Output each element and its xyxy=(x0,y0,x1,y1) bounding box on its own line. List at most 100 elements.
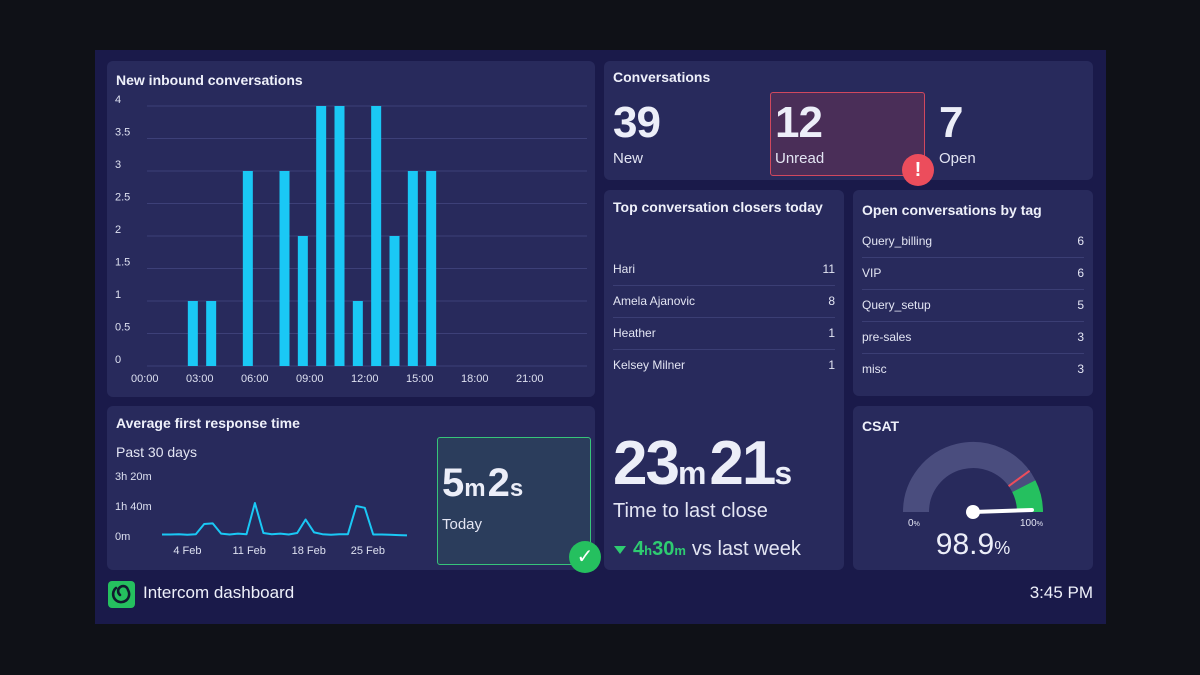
intercom-logo xyxy=(108,581,135,608)
response-title: Average first response time xyxy=(116,415,300,431)
y-tick-label: 4 xyxy=(115,94,121,106)
closer-row: Kelsey Milner 1 xyxy=(613,350,835,382)
tag-row: misc 3 xyxy=(862,354,1084,386)
csat-max-unit: % xyxy=(1036,521,1043,528)
tag-count: 6 xyxy=(1077,266,1084,280)
bar xyxy=(389,236,400,366)
trend-suffix: vs last week xyxy=(691,538,801,560)
conversations-panel: Conversations 39 New 12 Unread 7 Open ! xyxy=(604,61,1093,186)
x-tick-label: 03:00 xyxy=(186,373,214,385)
x-tick-label: 25 Feb xyxy=(351,545,385,557)
tag-name: pre-sales xyxy=(862,330,912,344)
response-seconds: 2 xyxy=(487,461,510,505)
response-subtitle: Past 30 days xyxy=(116,444,197,460)
tag-count: 5 xyxy=(1077,298,1084,312)
tag-row: Query_billing 6 xyxy=(862,226,1084,258)
y-tick-label: 1h 40m xyxy=(115,501,152,513)
today-response-value: 5m2s xyxy=(442,461,523,506)
trend-m-unit: m xyxy=(674,543,686,558)
response-m-unit: m xyxy=(464,475,486,502)
logo-swirl-icon xyxy=(111,584,131,604)
open-label: Open xyxy=(939,150,976,167)
bar xyxy=(334,106,345,366)
csat-max-value: 100 xyxy=(1020,518,1037,529)
bar xyxy=(352,301,363,366)
gauge-hub xyxy=(966,505,980,519)
csat-max-label: 100% xyxy=(1020,518,1043,529)
x-tick-label: 18 Feb xyxy=(292,545,326,557)
bar xyxy=(297,236,308,366)
csat-min-label: 0% xyxy=(908,518,920,529)
unread-count: 12 xyxy=(775,98,823,147)
bar xyxy=(242,171,253,366)
closer-count: 11 xyxy=(822,262,835,276)
check-icon: ✓ xyxy=(569,541,601,573)
bar xyxy=(316,106,327,366)
new-label: New xyxy=(613,150,644,167)
csat-min-value: 0 xyxy=(908,518,914,529)
bar xyxy=(187,301,198,366)
y-tick-label: 3.5 xyxy=(115,127,130,139)
tag-name: VIP xyxy=(862,266,882,280)
csat-panel: CSAT 0% 100% 98.9% xyxy=(853,406,1093,570)
y-tick-label: 2 xyxy=(115,224,121,236)
closer-count: 8 xyxy=(828,294,835,308)
new-count: 39 xyxy=(613,98,661,147)
y-tick-label: 1 xyxy=(115,289,121,301)
x-tick-label: 18:00 xyxy=(461,373,489,385)
last-close-seconds: 21 xyxy=(709,429,776,498)
tags-panel: Open conversations by tag Query_billing … xyxy=(853,190,1093,396)
x-tick-label: 11 Feb xyxy=(232,545,265,557)
inbound-panel: New inbound conversations 4 3.5 3 2.5 2 1.5 1 0… xyxy=(107,61,595,397)
closers-panel: Top conversation closers today Hari 11 A… xyxy=(604,190,844,570)
y-tick-label: 0.5 xyxy=(115,322,130,334)
y-tick-label: 0m xyxy=(115,531,130,543)
closer-name: Amela Ajanovic xyxy=(613,294,696,308)
csat-unit: % xyxy=(994,538,1011,558)
today-response-card[interactable] xyxy=(437,437,591,565)
y-tick-label: 3h 20m xyxy=(115,471,152,483)
unread-label: Unread xyxy=(775,150,825,167)
tag-row: Query_setup 5 xyxy=(862,290,1084,322)
open-count: 7 xyxy=(939,98,964,147)
unread-card[interactable] xyxy=(770,92,925,176)
last-close-label: Time to last close xyxy=(613,500,768,522)
closer-name: Heather xyxy=(613,326,656,340)
csat-title: CSAT xyxy=(862,418,900,434)
app-name: Intercom dashboard xyxy=(143,583,295,602)
closer-count: 1 xyxy=(828,358,835,372)
closer-count: 1 xyxy=(828,326,835,340)
bar xyxy=(206,301,217,366)
tag-name: Query_billing xyxy=(862,234,933,248)
gauge-needle xyxy=(971,507,1034,514)
down-triangle-icon xyxy=(614,545,626,554)
dashboard-screen: New inbound conversations 4 3.5 3 2.5 2 1.5 1 0… xyxy=(95,50,1106,624)
closer-row: Amela Ajanovic 8 xyxy=(613,286,835,318)
x-tick-label: 12:00 xyxy=(351,373,379,385)
inbound-chart: 4 3.5 3 2.5 2 1.5 1 0.5 0 00:00 03:00 06:00 09:00 12:… xyxy=(115,94,587,385)
gauge-target-marker xyxy=(1008,470,1031,487)
trend-minutes: 30 xyxy=(652,538,675,560)
bar xyxy=(407,171,418,366)
x-tick-label: 21:00 xyxy=(516,373,544,385)
last-close-minutes: 23 xyxy=(613,429,680,498)
tag-name: Query_setup xyxy=(862,298,931,312)
tag-count: 6 xyxy=(1077,234,1084,248)
y-tick-label: 0 xyxy=(115,354,121,366)
response-minutes: 5 xyxy=(442,461,465,505)
csat-min-unit: % xyxy=(913,521,920,528)
tag-row: VIP 6 xyxy=(862,258,1084,290)
trend-hours: 4 xyxy=(633,538,645,560)
y-tick-label: 2.5 xyxy=(115,192,130,204)
csat-value: 98.9 xyxy=(935,528,995,561)
x-tick-label: 00:00 xyxy=(131,373,159,385)
bar xyxy=(279,171,290,366)
trend-h-unit: h xyxy=(644,543,653,558)
closer-row: Hari 11 xyxy=(613,254,835,286)
trend-row: 4h30m vs last week xyxy=(613,538,801,561)
tag-count: 3 xyxy=(1077,362,1084,376)
closers-title: Top conversation closers today xyxy=(613,199,823,215)
tag-name: misc xyxy=(862,362,887,376)
x-tick-label: 09:00 xyxy=(296,373,324,385)
response-chart: 3h 20m 1h 40m 0m 4 Feb 11 Feb 18 Feb 25 Feb xyxy=(115,471,408,557)
